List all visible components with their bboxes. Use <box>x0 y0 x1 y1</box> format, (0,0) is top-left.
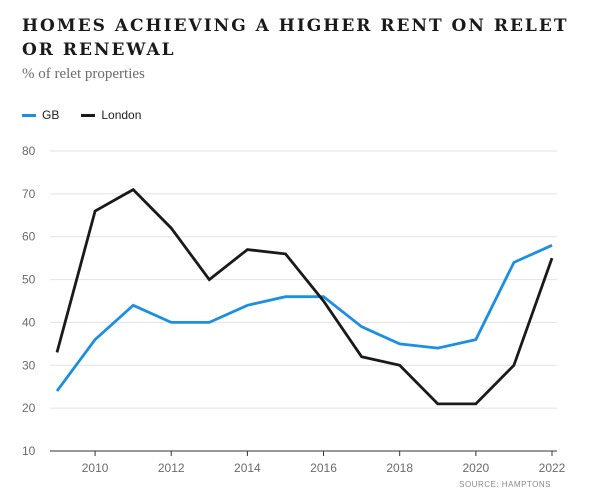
y-tick-label-30: 30 <box>22 358 36 372</box>
series-line-gb <box>55 244 553 392</box>
legend-item-london: London <box>81 108 141 122</box>
legend-swatch-london <box>81 113 96 117</box>
chart-legend: GB London <box>22 108 163 122</box>
y-tick-label-70: 70 <box>22 187 36 201</box>
x-tick-label-2018: 2018 <box>386 461 413 475</box>
legend-label-london: London <box>101 108 142 122</box>
x-tick-label-2010: 2010 <box>82 461 109 475</box>
x-tick-label-2022: 2022 <box>539 461 566 475</box>
y-tick-label-40: 40 <box>22 315 36 329</box>
y-tick-label-10: 10 <box>22 444 36 458</box>
y-tick-label-50: 50 <box>22 273 36 287</box>
y-tick-label-80: 80 <box>22 144 36 158</box>
chart-subtitle: % of relet properties <box>22 66 145 82</box>
series-line-london <box>55 187 554 406</box>
x-tick-label-2020: 2020 <box>462 461 489 475</box>
x-tick-label-2012: 2012 <box>158 461 185 475</box>
x-tick-label-2014: 2014 <box>234 461 261 475</box>
y-tick-label-20: 20 <box>22 401 36 415</box>
source-note: SOURCE: HAMPTONS <box>459 480 551 489</box>
y-tick-label-60: 60 <box>22 230 36 244</box>
legend-item-gb: GB <box>22 108 59 122</box>
legend-label-gb: GB <box>42 108 60 122</box>
legend-swatch-gb <box>22 113 36 117</box>
x-tick-label-2016: 2016 <box>310 461 337 475</box>
chart-title: HOMES ACHIEVING A HIGHER RENT ON RELET O… <box>22 16 569 60</box>
